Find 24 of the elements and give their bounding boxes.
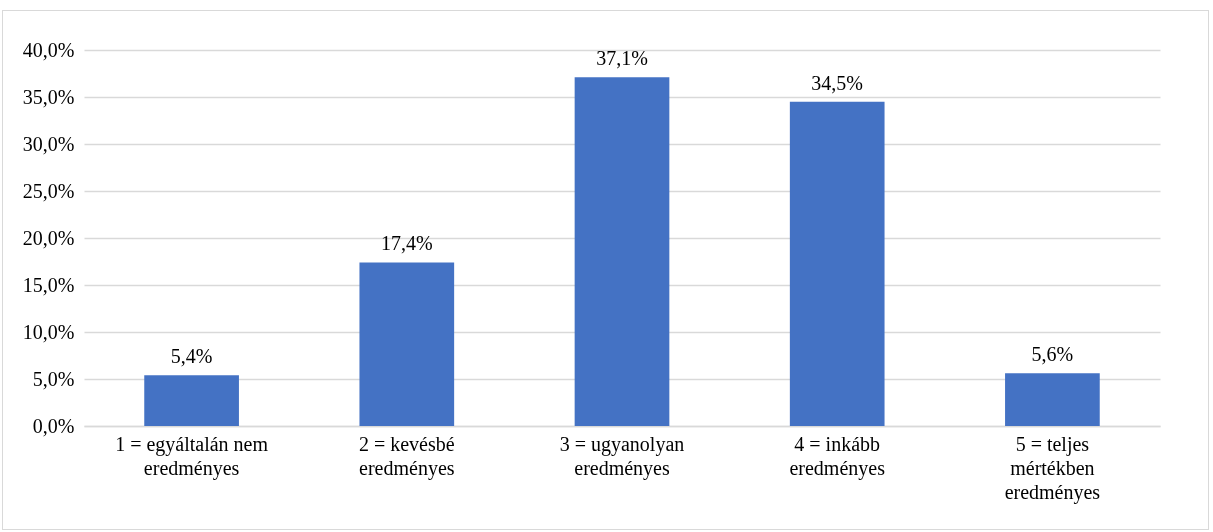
data-label: 17,4% (380, 232, 433, 255)
bar (1005, 373, 1100, 426)
y-tick-label: 35,0% (22, 85, 75, 108)
y-tick-label: 15,0% (22, 273, 75, 296)
y-tick-label: 25,0% (22, 179, 75, 202)
bar (144, 375, 239, 426)
data-label: 5,4% (170, 345, 213, 368)
data-label: 5,6% (1031, 343, 1074, 366)
x-tick-label: 2 = kevésbé eredményes (358, 432, 455, 480)
x-tick-label: 1 = egyáltalán nem eredményes (115, 432, 269, 480)
data-label: 37,1% (596, 47, 648, 70)
bar (359, 262, 455, 426)
y-tick-label: 10,0% (22, 320, 75, 343)
x-tick-label: 4 = inkább eredményes (789, 432, 886, 480)
y-tick-label: 30,0% (22, 132, 75, 155)
y-tick-label: 0,0% (32, 414, 75, 437)
x-tick-label: 5 = teljes mértékben eredményes (1004, 432, 1101, 504)
y-tick-label: 20,0% (22, 226, 75, 249)
y-tick-label: 5,0% (32, 367, 75, 390)
y-tick-label: 40,0% (22, 38, 75, 61)
x-tick-label: 3 = ugyanolyan eredményes (559, 432, 685, 480)
bar (574, 77, 670, 426)
bar (789, 101, 885, 426)
data-label: 34,5% (811, 71, 864, 94)
